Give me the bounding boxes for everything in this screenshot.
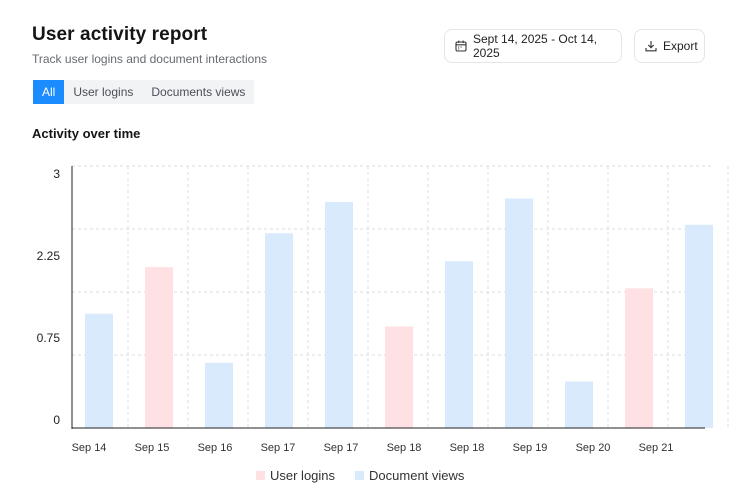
legend-label-views: Document views — [369, 468, 465, 483]
x-tick-label: Sep 20 — [576, 442, 611, 454]
bar-views — [85, 313, 113, 428]
filter-tabs: All User logins Documents views — [33, 80, 255, 104]
x-tick-label: Sep 17 — [324, 442, 359, 454]
tab-all[interactable]: All — [33, 80, 65, 104]
y-tick-label: 0.75 — [37, 331, 61, 345]
y-tick-label: 2.25 — [37, 249, 61, 263]
bar-logins — [625, 288, 653, 428]
legend-item-logins: User logins — [256, 468, 335, 483]
x-tick-label: Sep 18 — [387, 442, 422, 454]
bar-logins — [385, 326, 413, 428]
bar-views — [265, 233, 293, 428]
bar-views — [565, 381, 593, 428]
date-range-label: Sept 14, 2025 - Oct 14, 2025 — [473, 32, 598, 60]
y-tick-label: 3 — [53, 167, 60, 181]
x-tick-label: Sep 19 — [513, 442, 548, 454]
page-subtitle: Track user logins and document interacti… — [32, 52, 268, 66]
chart-legend: User logins Document views — [256, 468, 464, 483]
chart-heading: Activity over time — [32, 126, 141, 141]
y-tick-label: 0 — [53, 413, 60, 427]
tab-user-logins[interactable]: User logins — [73, 85, 134, 99]
page-title: User activity report — [32, 24, 208, 45]
legend-swatch-logins — [256, 471, 265, 480]
x-tick-label: Sep 18 — [450, 442, 485, 454]
x-tick-label: Sep 17 — [261, 442, 296, 454]
bar-logins — [145, 267, 173, 428]
legend-item-views: Document views — [355, 468, 464, 483]
export-button[interactable]: Export — [634, 29, 705, 63]
x-tick-label: Sep 14 — [72, 442, 107, 454]
export-label: Export — [663, 39, 698, 53]
download-icon — [645, 40, 657, 52]
bar-views — [325, 201, 353, 428]
x-tick-label: Sep 15 — [135, 442, 170, 454]
bar-views — [445, 261, 473, 428]
calendar-icon — [455, 40, 467, 52]
bar-views — [505, 198, 533, 428]
bar-views — [205, 362, 233, 428]
bar-views — [685, 224, 713, 428]
legend-swatch-views — [355, 471, 365, 480]
tab-documents-views[interactable]: Documents views — [151, 85, 246, 99]
x-tick-label: Sep 21 — [639, 442, 674, 454]
date-range-button[interactable]: Sept 14, 2025 - Oct 14, 2025 — [444, 29, 622, 63]
x-tick-label: Sep 16 — [198, 442, 233, 454]
legend-label-logins: User logins — [270, 468, 336, 483]
